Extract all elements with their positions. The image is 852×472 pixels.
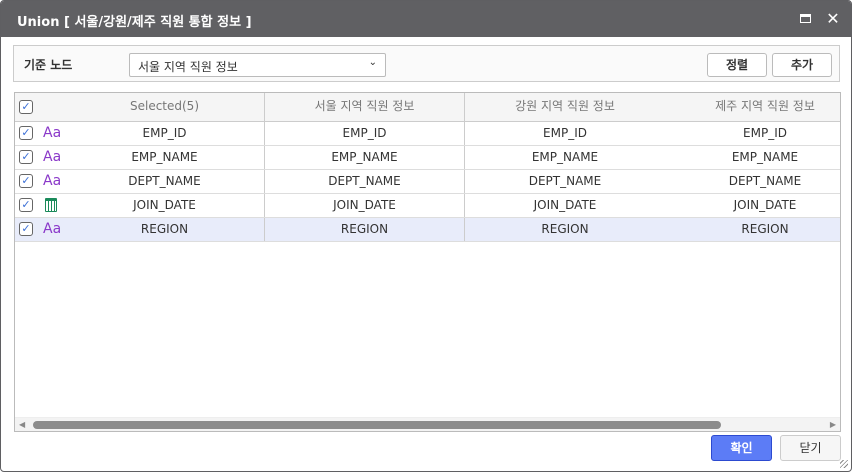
row-checkbox[interactable]: ✓ (19, 126, 33, 140)
table-row[interactable]: ✓ JOIN_DATE JOIN_DATE JOIN_DATE JOIN_DATE (15, 194, 840, 218)
cell: EMP_NAME (265, 146, 465, 169)
text-type-icon: Aa (43, 221, 62, 237)
cell: REGION (541, 222, 589, 236)
table-row[interactable]: ✓ Aa EMP_NAME EMP_NAME EMP_NAME EMP_NAME (15, 146, 840, 170)
text-type-icon: Aa (43, 125, 62, 141)
toolbar: 기준 노드 서울 지역 직원 정보 ⌄ 정렬 추가 (13, 45, 840, 82)
cell: EMP_ID (743, 126, 787, 140)
add-button[interactable]: 추가 (772, 53, 832, 77)
close-x-button[interactable]: ✕ (823, 9, 843, 29)
cell: EMP_NAME (65, 146, 265, 169)
sort-button[interactable]: 정렬 (707, 53, 767, 77)
cell: JOIN_DATE (265, 194, 465, 217)
resize-grip-icon[interactable] (840, 460, 848, 468)
row-checkbox[interactable]: ✓ (19, 150, 33, 164)
header-gangwon[interactable]: 강원 지역 직원 정보 (515, 99, 615, 113)
header-seoul[interactable]: 서울 지역 직원 정보 (265, 93, 465, 121)
close-icon: ✕ (826, 9, 840, 28)
cell: DEPT_NAME (728, 174, 802, 188)
dialog-title: Union [ 서울/강원/제주 직원 통합 정보 ] (17, 15, 252, 30)
chevron-down-icon: ⌄ (368, 57, 377, 68)
table-row[interactable]: ✓ Aa REGION REGION REGION REGION (15, 218, 840, 242)
cell: EMP_NAME (731, 150, 799, 164)
row-checkbox[interactable]: ✓ (19, 198, 33, 212)
text-type-icon: Aa (43, 173, 62, 189)
grid-header: ✓ Selected(5) 서울 지역 직원 정보 강원 지역 직원 정보 제주… (15, 93, 840, 122)
cell: DEPT_NAME (265, 170, 465, 193)
cell: EMP_ID (265, 122, 465, 145)
scrollbar-thumb[interactable] (33, 421, 721, 429)
header-selected[interactable]: Selected(5) (65, 93, 265, 121)
cell: REGION (65, 218, 265, 241)
title-bar[interactable]: Union [ 서울/강원/제주 직원 통합 정보 ] ✕ (1, 1, 851, 37)
row-checkbox[interactable]: ✓ (19, 222, 33, 236)
calendar-icon (45, 198, 57, 212)
row-checkbox[interactable]: ✓ (19, 174, 33, 188)
base-node-select[interactable]: 서울 지역 직원 정보 ⌄ (129, 53, 386, 77)
scroll-left-icon[interactable]: ◀ (19, 420, 26, 429)
scroll-right-icon[interactable]: ▶ (829, 420, 836, 429)
cell: EMP_ID (543, 126, 587, 140)
cell: EMP_ID (65, 122, 265, 145)
text-type-icon: Aa (43, 149, 62, 165)
cell: JOIN_DATE (733, 198, 797, 212)
cell: REGION (265, 218, 465, 241)
cell: JOIN_DATE (65, 194, 265, 217)
base-node-label: 기준 노드 (24, 58, 73, 72)
close-button[interactable]: 닫기 (780, 435, 841, 461)
cell: DEPT_NAME (65, 170, 265, 193)
table-row[interactable]: ✓ Aa DEPT_NAME DEPT_NAME DEPT_NAME DEPT_NAME (15, 170, 840, 194)
union-grid: ✓ Selected(5) 서울 지역 직원 정보 강원 지역 직원 정보 제주… (14, 92, 841, 432)
cell: REGION (741, 222, 789, 236)
cell: DEPT_NAME (528, 174, 602, 188)
base-node-value: 서울 지역 직원 정보 (138, 60, 238, 74)
select-all-checkbox[interactable]: ✓ (19, 100, 33, 114)
cell: JOIN_DATE (533, 198, 597, 212)
table-row[interactable]: ✓ Aa EMP_ID EMP_ID EMP_ID EMP_ID (15, 122, 840, 146)
confirm-button[interactable]: 확인 (711, 435, 772, 461)
maximize-icon (800, 14, 811, 23)
header-jeju[interactable]: 제주 지역 직원 정보 (715, 99, 815, 113)
cell: EMP_NAME (531, 150, 599, 164)
maximize-button[interactable] (795, 9, 815, 29)
horizontal-scrollbar[interactable]: ◀ ▶ (15, 417, 840, 431)
